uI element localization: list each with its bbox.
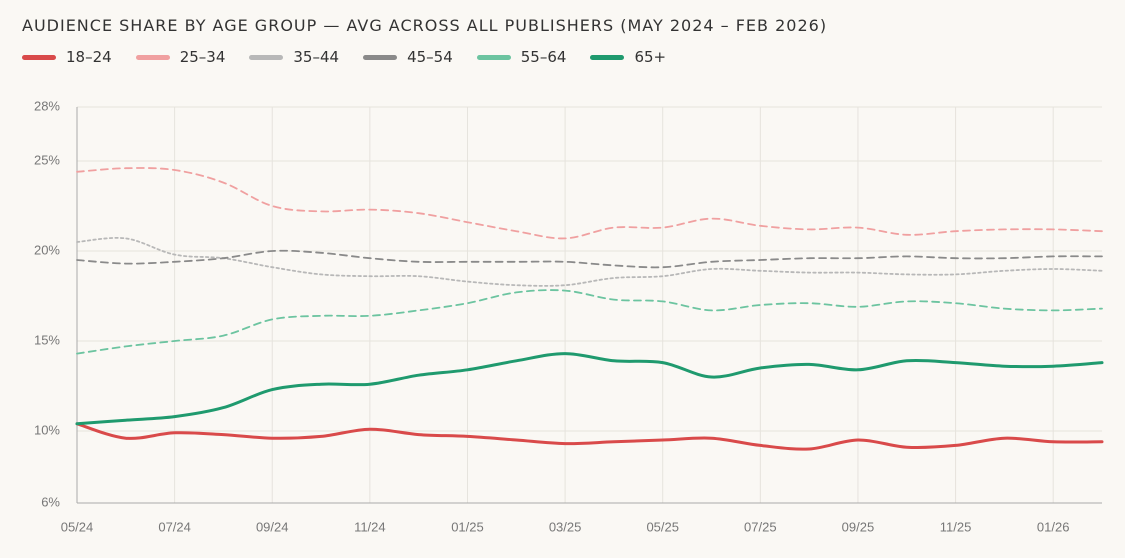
x-tick-label: 09/25 bbox=[842, 519, 875, 534]
legend-label: 35–44 bbox=[293, 48, 340, 66]
x-tick-label: 05/25 bbox=[646, 519, 679, 534]
legend-swatch bbox=[22, 54, 56, 60]
legend-label: 25–34 bbox=[179, 48, 226, 66]
legend-swatch bbox=[249, 54, 284, 60]
legend-label: 18–24 bbox=[66, 48, 112, 66]
y-tick-label: 15% bbox=[34, 332, 60, 347]
y-tick-label: 25% bbox=[34, 152, 60, 167]
series-line bbox=[76, 167, 1103, 240]
y-tick-label: 28% bbox=[34, 98, 60, 113]
y-tick-label: 10% bbox=[34, 422, 60, 437]
x-tick-label: 07/24 bbox=[158, 519, 191, 534]
y-tick-label: 20% bbox=[34, 242, 60, 257]
legend-item: 45–54 bbox=[363, 48, 453, 66]
legend-item: 65+ bbox=[590, 48, 666, 66]
legend-label: 45–54 bbox=[407, 48, 453, 66]
legend-item: 18–24 bbox=[22, 48, 112, 66]
x-tick-label: 09/24 bbox=[256, 519, 289, 534]
chart-title: AUDIENCE SHARE BY AGE GROUP — AVG ACROSS… bbox=[22, 16, 828, 35]
x-tick-label: 01/26 bbox=[1037, 519, 1070, 534]
legend-item: 55–64 bbox=[476, 48, 567, 66]
series-line bbox=[75, 352, 1104, 426]
legend-swatch bbox=[363, 54, 398, 60]
legend: 18–24 25–34 35–44 45–54 55–64 65+ bbox=[22, 48, 666, 66]
x-tick-label: 07/25 bbox=[744, 519, 777, 534]
x-tick-label: 11/24 bbox=[354, 519, 386, 534]
series-line bbox=[76, 289, 1103, 355]
y-tick-label: 6% bbox=[41, 494, 60, 509]
legend-label: 55–64 bbox=[520, 48, 567, 66]
x-tick-label: 01/25 bbox=[451, 519, 484, 534]
legend-swatch bbox=[135, 54, 170, 60]
legend-item: 25–34 bbox=[135, 48, 226, 66]
series-line bbox=[76, 237, 1103, 287]
legend-label: 65+ bbox=[634, 48, 667, 66]
legend-item: 35–44 bbox=[249, 48, 339, 66]
x-tick-label: 05/24 bbox=[61, 519, 94, 534]
series-line bbox=[76, 249, 1103, 269]
series-line bbox=[75, 422, 1104, 451]
legend-swatch bbox=[590, 54, 625, 60]
x-tick-label: 03/25 bbox=[549, 519, 582, 534]
legend-swatch bbox=[476, 54, 511, 60]
x-tick-label: 11/25 bbox=[940, 519, 972, 534]
